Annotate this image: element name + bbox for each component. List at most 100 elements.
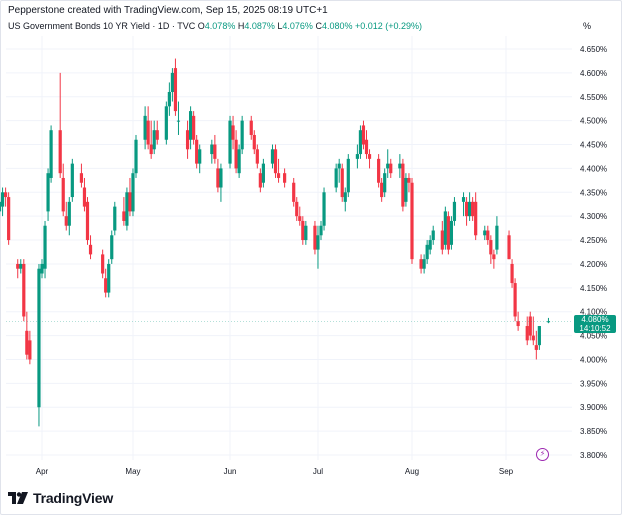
candle-body [534, 345, 538, 350]
candle-body [334, 168, 338, 188]
candle-body [25, 330, 29, 355]
candle [440, 220, 444, 255]
candle-body [346, 158, 350, 193]
candle-body [176, 120, 181, 122]
candle [313, 220, 317, 255]
candle [164, 101, 168, 145]
candle [88, 235, 93, 260]
candle [468, 192, 472, 221]
logo-text: TradingView [33, 490, 114, 506]
candle [234, 130, 238, 174]
candle [386, 149, 390, 178]
candle [283, 168, 287, 188]
candle-body [386, 163, 390, 169]
candle [346, 154, 350, 198]
candle [237, 144, 241, 178]
candles [0, 58, 572, 427]
candle [258, 168, 262, 193]
candle [198, 144, 202, 174]
candle [155, 120, 159, 145]
candle [292, 177, 296, 207]
x-tick-label: Sep [499, 467, 514, 476]
candle [474, 192, 478, 241]
candle-body [425, 244, 429, 260]
tradingview-logo[interactable]: TradingView [8, 490, 113, 506]
candle [192, 111, 196, 145]
candle-body [292, 182, 296, 202]
candle [301, 216, 305, 245]
candle [146, 106, 150, 150]
candle [64, 201, 68, 231]
candle-body [22, 263, 26, 317]
candle [85, 197, 90, 245]
y-axis: 4.650% 4.600% 4.550% 4.500% 4.450% 4.400% 4.35… [580, 45, 607, 460]
candle-body [64, 216, 68, 226]
candle-body [88, 244, 93, 255]
candle [528, 311, 532, 341]
candle [255, 144, 259, 169]
candle-body [255, 149, 259, 164]
candle [261, 158, 265, 188]
candle [531, 316, 535, 346]
candle-body [252, 134, 256, 150]
candle-body [474, 201, 478, 236]
candle-body [446, 216, 450, 250]
candle [507, 230, 511, 260]
candle [195, 134, 199, 169]
candle [364, 130, 369, 159]
candle-body [495, 225, 499, 250]
candle-body [431, 230, 435, 241]
candle-body [343, 192, 347, 202]
x-tick-label: Aug [405, 467, 419, 476]
candle [337, 158, 341, 183]
candle-body [85, 201, 90, 241]
candle [4, 187, 8, 207]
candle [367, 149, 372, 169]
candle-body [358, 130, 363, 155]
candle [407, 173, 411, 193]
candle-body [113, 206, 117, 231]
candle-body [316, 235, 320, 250]
candle-body [449, 220, 454, 245]
y-tick-label: 4.600% [580, 69, 607, 78]
candle [0, 197, 2, 217]
candle [358, 125, 363, 159]
grid-lines [6, 36, 572, 460]
y-tick-label: 4.550% [580, 93, 607, 102]
y-tick-label: 3.900% [580, 403, 607, 412]
y-tick-label: 3.850% [580, 427, 607, 436]
candle-body [528, 316, 532, 336]
y-tick-label: 3.800% [580, 451, 607, 460]
candle-body [4, 192, 8, 198]
candle [492, 249, 496, 269]
candle [110, 230, 114, 264]
candle-body [37, 268, 41, 408]
candle-body [231, 125, 235, 140]
last-price-tag: 4.080% 14:10:52 [574, 315, 616, 334]
candle [28, 330, 32, 365]
candle [380, 177, 384, 202]
candle-body [380, 182, 384, 198]
candle-body [361, 125, 366, 145]
candle [446, 211, 450, 255]
candle-body [122, 211, 126, 221]
candle-body [440, 230, 444, 250]
candle-body [40, 263, 44, 274]
lightning-icon[interactable]: ⚡ [536, 448, 549, 461]
candle-body [128, 192, 132, 212]
candle-body [149, 144, 153, 155]
symbol-name: US Government Bonds 10 YR Yield · 1D · T… [8, 21, 196, 31]
countdown-value: 14:10:52 [579, 324, 611, 334]
candle-body [468, 201, 472, 217]
candle-body [0, 192, 5, 207]
candle-body [82, 187, 87, 207]
y-tick-label: 4.000% [580, 355, 607, 364]
candle [240, 115, 244, 155]
candle [128, 177, 132, 217]
candle [143, 106, 147, 150]
candle-body [258, 173, 262, 188]
candle-body [7, 197, 11, 241]
candle [537, 326, 541, 350]
